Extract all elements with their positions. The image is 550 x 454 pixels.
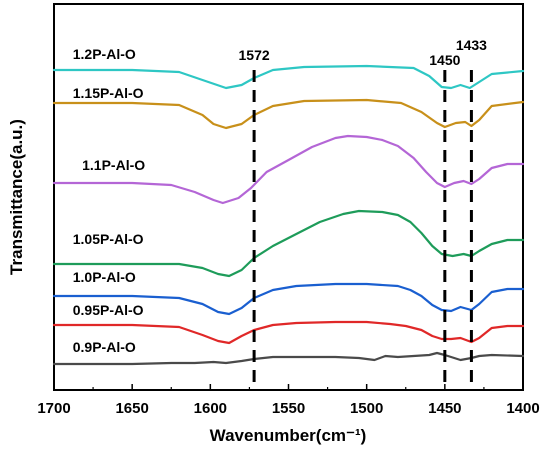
- series-label-layer: 1.2P-Al-O 1.15P-Al-O 1.1P-Al-O 1.05P-Al-O 1.…: [73, 46, 146, 355]
- x-tick-label-1650: 1650: [115, 400, 148, 417]
- vline-label-1433: 1433: [456, 37, 487, 53]
- x-tick-label-1700: 1700: [37, 400, 70, 417]
- series-line-6: [52, 351, 525, 366]
- x-tick-label-1450: 1450: [428, 400, 461, 417]
- series-line-4: [52, 282, 525, 316]
- x-tick-label-1500: 1500: [350, 400, 383, 417]
- x-tick-label-1550: 1550: [272, 400, 305, 417]
- x-tick-label-1400: 1400: [506, 400, 539, 417]
- vline-label-1450: 1450: [429, 52, 460, 68]
- series-label-3: 1.05P-Al-O: [73, 231, 144, 247]
- series-line-0: [52, 64, 525, 90]
- series-line-2: [52, 134, 525, 205]
- series-line-1: [52, 98, 525, 130]
- series-label-1: 1.15P-Al-O: [73, 85, 144, 101]
- series-label-4: 1.0P-Al-O: [73, 269, 136, 285]
- vline-label-1572: 1572: [239, 47, 270, 63]
- x-tick-label-1600: 1600: [194, 400, 227, 417]
- y-axis-title: Transmittance(a.u.): [7, 119, 26, 275]
- series-label-0: 1.2P-Al-O: [73, 46, 136, 62]
- series-label-2: 1.1P-Al-O: [82, 157, 145, 173]
- x-tick-layer: 1700 1650 1600 1550 1500 1450 1400: [37, 384, 540, 417]
- x-axis-title: Wavenumber(cm⁻¹): [210, 426, 367, 445]
- x-axis-title-text: Wavenumber(cm⁻¹): [210, 426, 367, 445]
- series-label-6: 0.9P-Al-O: [73, 339, 136, 355]
- series-layer: [52, 64, 525, 366]
- series-label-5: 0.95P-Al-O: [73, 302, 144, 318]
